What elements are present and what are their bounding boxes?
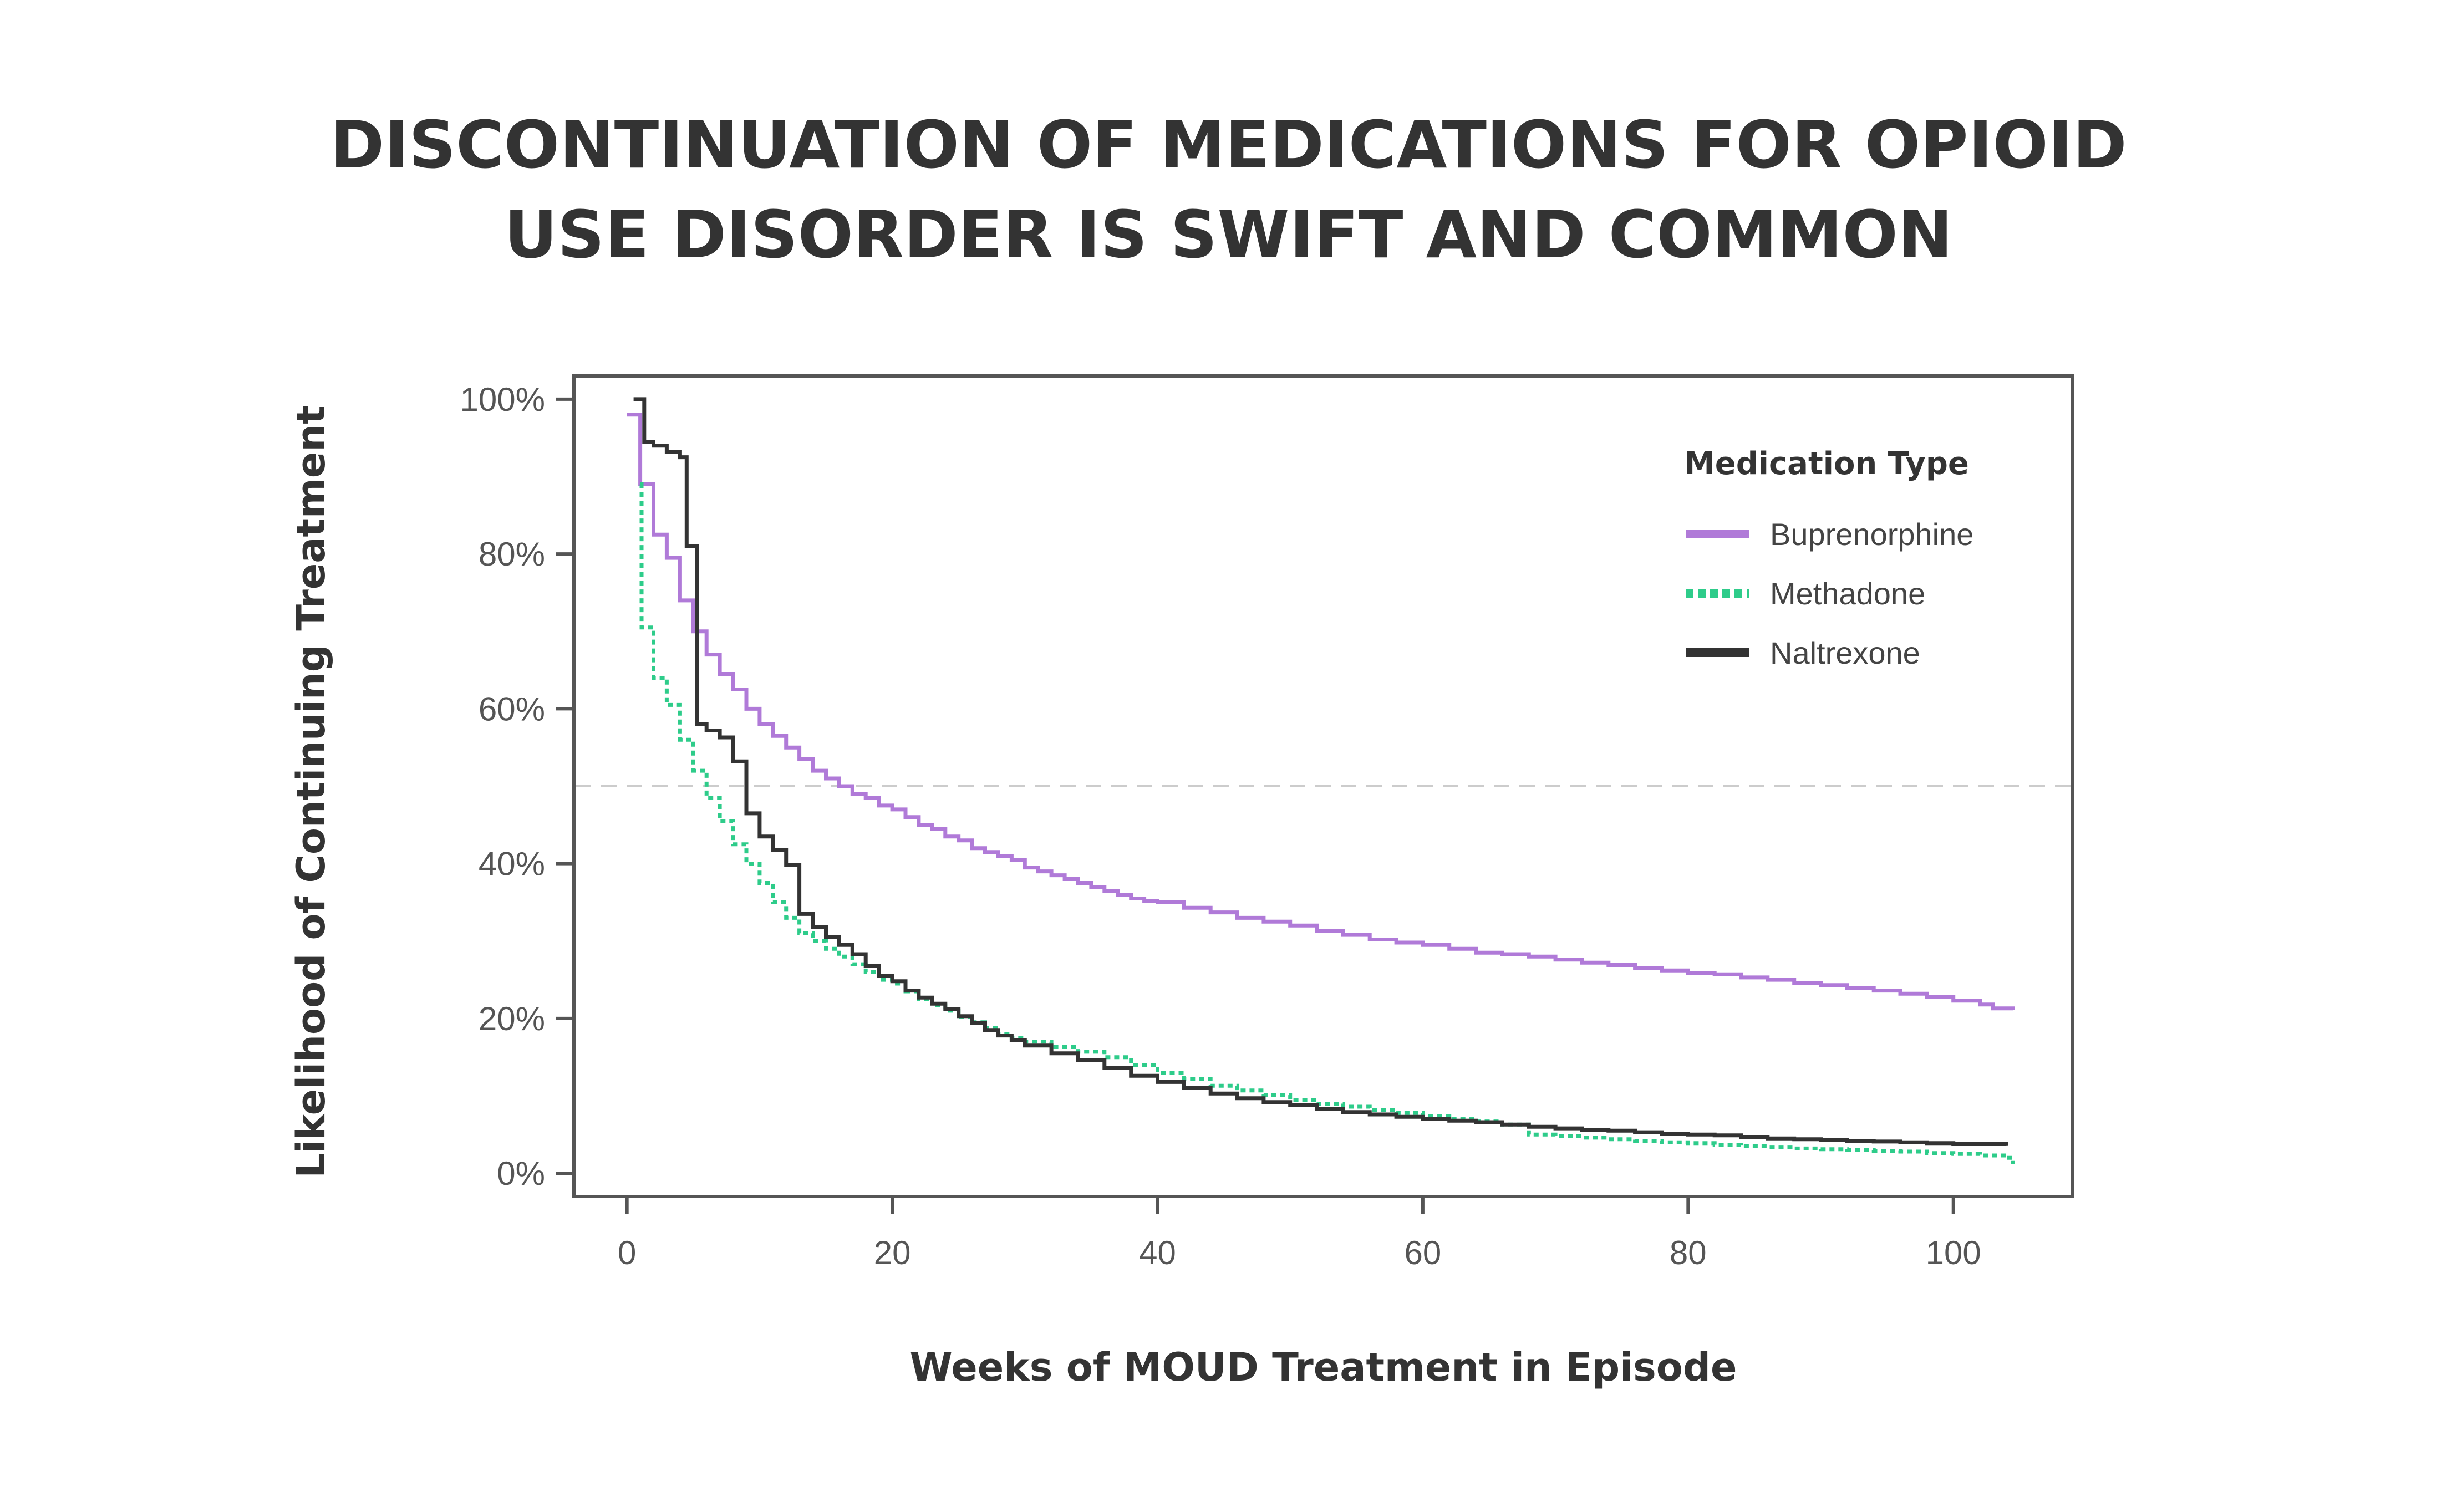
x-tick-label: 20: [874, 1234, 911, 1271]
chart-title: DISCONTINUATION OF MEDICATIONS FOR OPIOI…: [0, 100, 2457, 279]
y-tick-label: 80%: [479, 536, 545, 573]
y-tick-label: 0%: [497, 1155, 545, 1192]
x-tick-label: 80: [1670, 1234, 1707, 1271]
legend-label-buprenorphine: Buprenorphine: [1770, 517, 1973, 552]
y-tick-label: 60%: [479, 690, 545, 727]
x-tick-label: 100: [1926, 1234, 1981, 1271]
x-axis: 0 20 40 60 80 100: [618, 1197, 1981, 1271]
y-axis-title: Likelihood of Continuing Treatment: [288, 405, 334, 1178]
y-tick-label: 20%: [479, 1000, 545, 1037]
legend-label-naltrexone: Naltrexone: [1770, 635, 1920, 670]
x-axis-title: Weeks of MOUD Treatment in Episode: [910, 1345, 1737, 1390]
series-line-methadone: [639, 482, 2015, 1164]
chart-title-line-1: DISCONTINUATION OF MEDICATIONS FOR OPIOI…: [330, 106, 2127, 183]
plot-area-frame: [572, 374, 2074, 1198]
legend-title: Medication Type: [1684, 446, 1969, 482]
chart-title-line-2: USE DISORDER IS SWIFT AND COMMON: [504, 196, 1953, 273]
y-tick-label: 40%: [479, 846, 545, 883]
legend: Medication Type Buprenorphine Methadone Na…: [1684, 446, 1973, 670]
series-line-naltrexone: [633, 397, 2008, 1146]
x-tick-label: 0: [618, 1234, 636, 1271]
series-layer: [627, 397, 2015, 1164]
legend-label-methadone: Methadone: [1770, 576, 1925, 611]
series-line-buprenorphine: [627, 413, 2015, 1011]
y-tick-label: 100%: [460, 381, 545, 418]
x-tick-label: 40: [1139, 1234, 1176, 1271]
x-tick-label: 60: [1405, 1234, 1442, 1271]
y-axis: 0% 20% 40% 60% 80% 100%: [460, 381, 574, 1192]
